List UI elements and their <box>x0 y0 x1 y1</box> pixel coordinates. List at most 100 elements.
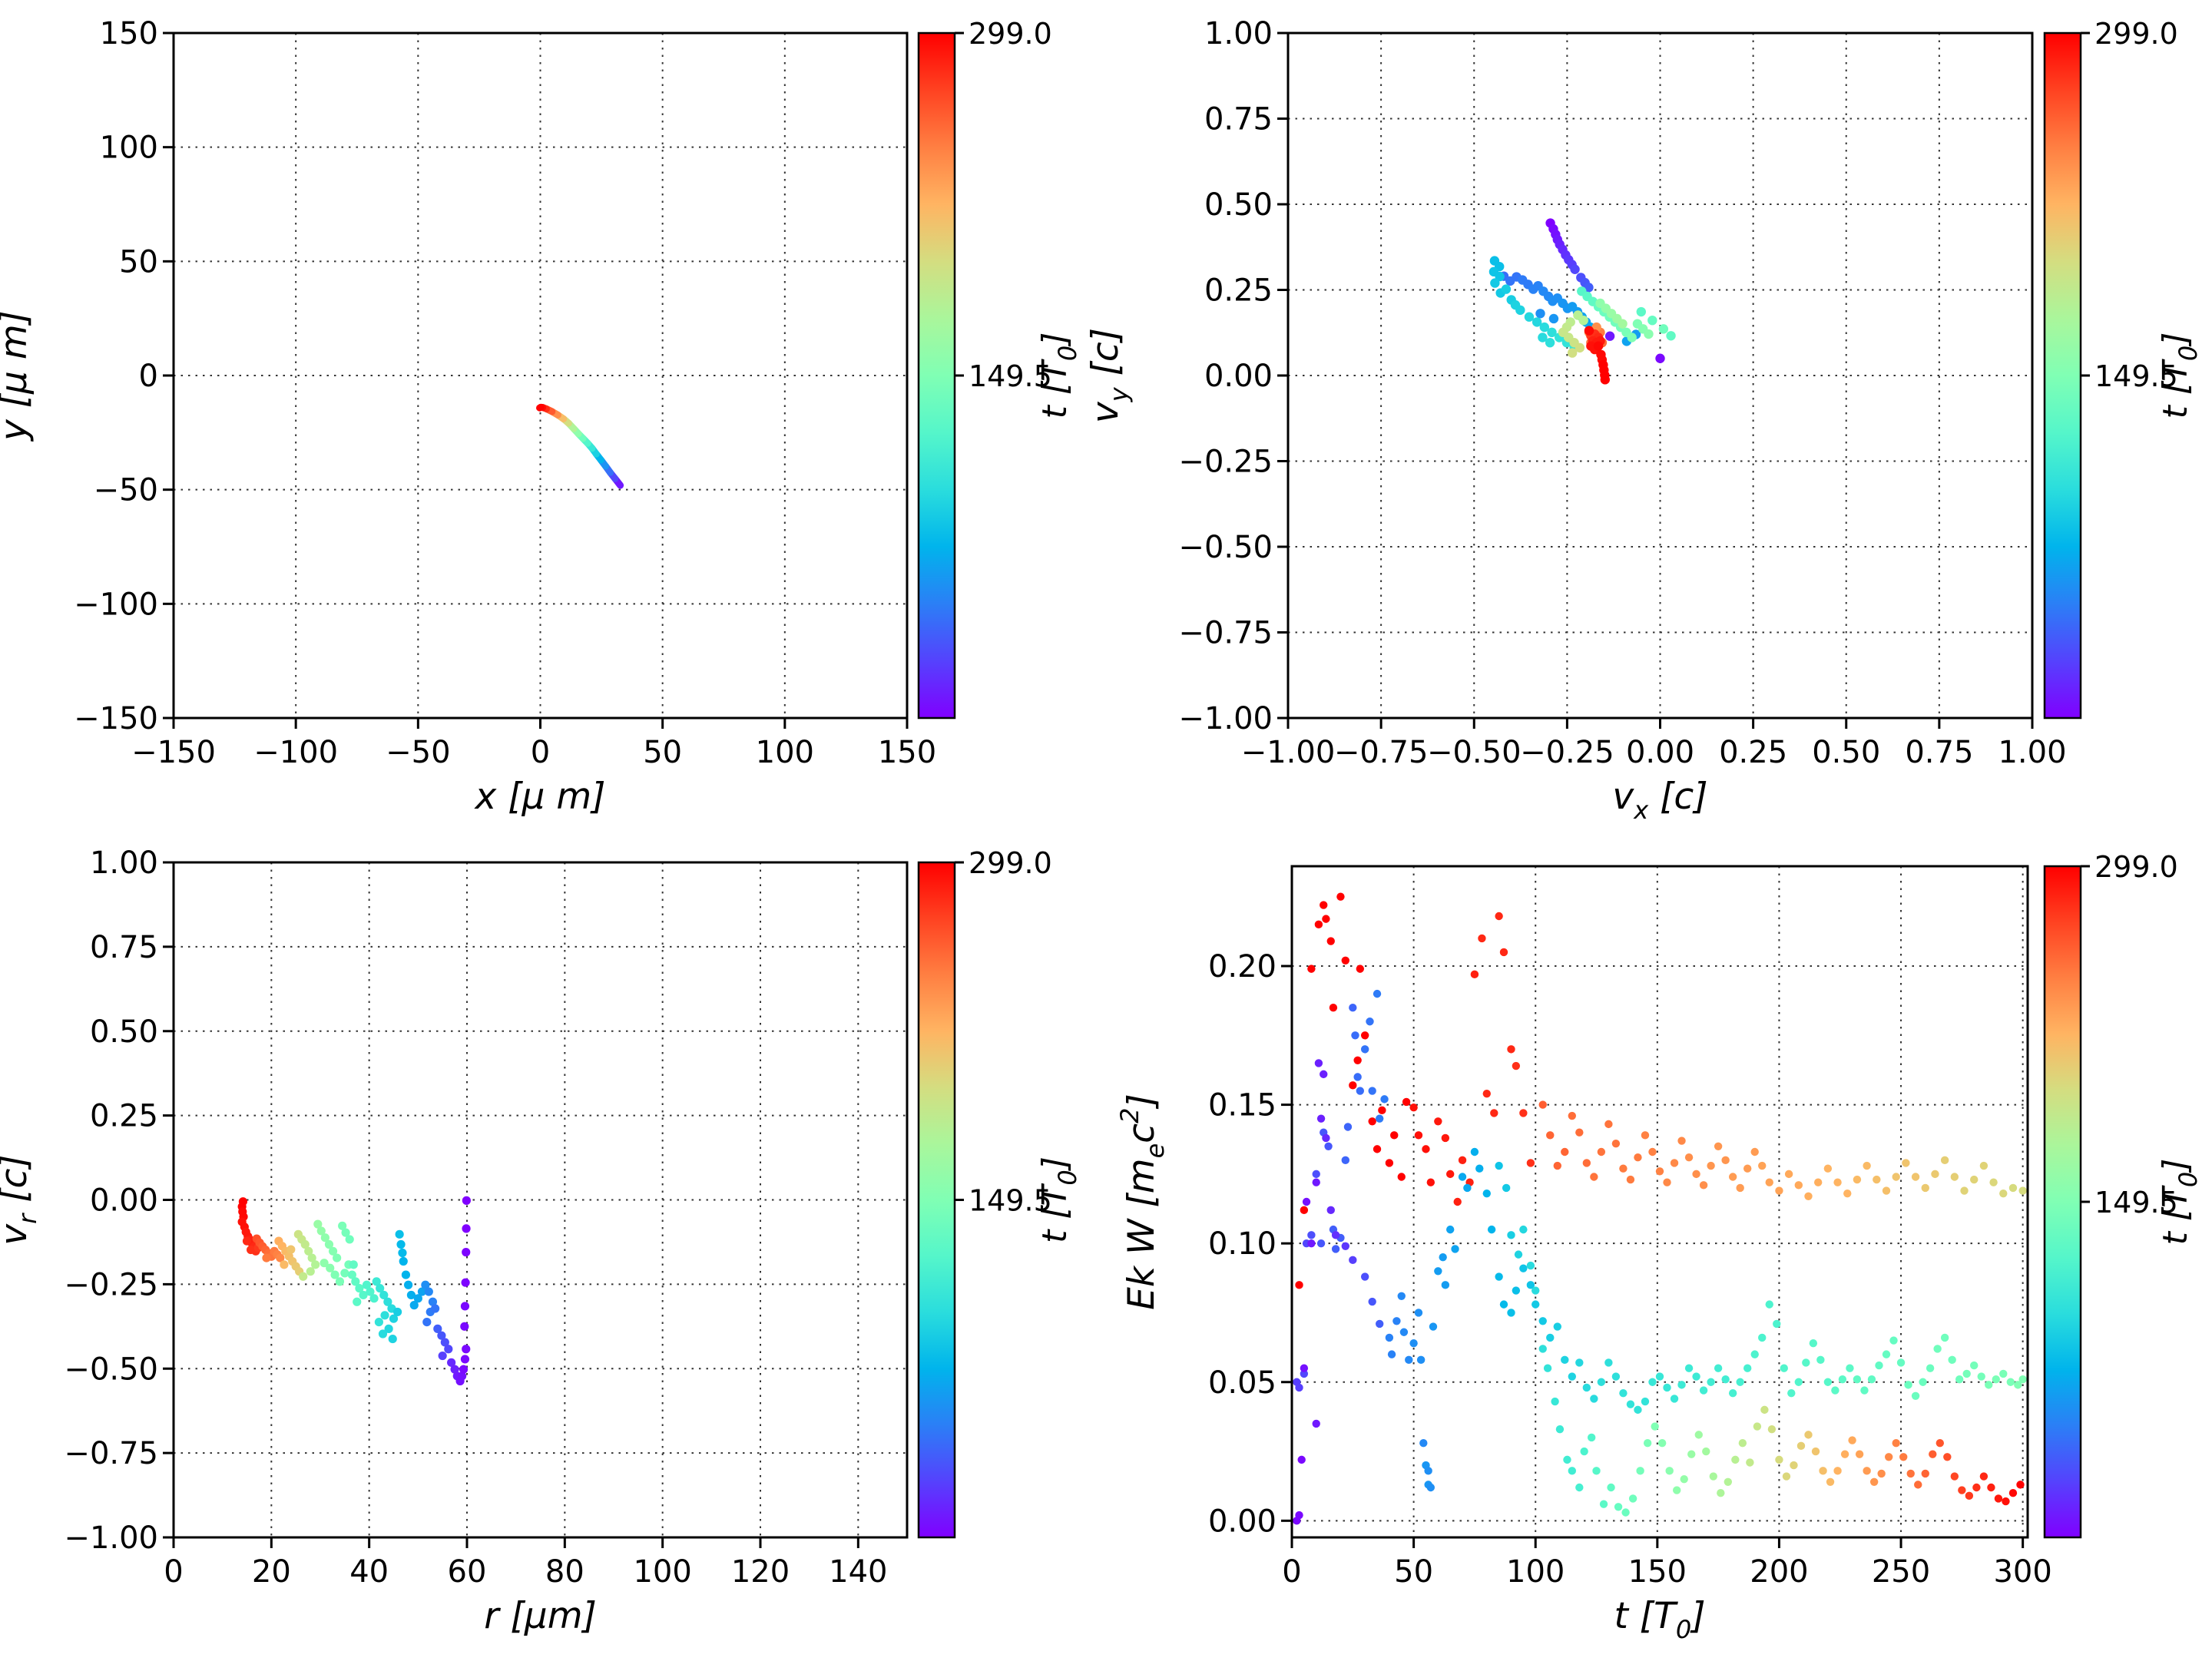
y-tick-label: 0.75 <box>1204 102 1273 137</box>
colorbar: 299.0 149.5t [T0] <box>2043 850 2203 1539</box>
colorbar-tick-label: 149.5 <box>2094 359 2178 393</box>
y-tick-label: −1.00 <box>1178 701 1273 736</box>
y-tick-label: 1.00 <box>1204 16 1273 51</box>
colorbar-gradient <box>917 31 956 720</box>
y-tick-label: 50 <box>119 244 158 280</box>
x-tick-label: −150 <box>131 735 216 770</box>
y-tick-label: 0.15 <box>1208 1088 1277 1123</box>
colorbar-axis-label: t [T0] <box>2156 333 2203 419</box>
x-tick-label: 100 <box>1506 1554 1565 1590</box>
x-tick-label: 200 <box>1750 1554 1808 1590</box>
y-tick-label: 0.00 <box>90 1183 158 1219</box>
x-axis-label: t [T0] <box>1614 1595 1705 1644</box>
colorbar-tick-label: 149.5 <box>2094 1186 2178 1219</box>
panels-root: −150 −100 −50 0 50 100 150 −150 −100 −50 0 50 100 150… <box>0 16 2203 1644</box>
x-tick-label: 0.50 <box>1812 735 1880 770</box>
y-tick-label: 0.00 <box>1208 1504 1277 1539</box>
x-tick-label: 40 <box>349 1554 389 1590</box>
x-tick-label: 0 <box>164 1554 183 1590</box>
y-tick-label: −0.50 <box>64 1352 158 1387</box>
colorbar-tick-label: 299.0 <box>969 17 1052 51</box>
y-axis-label: vr [c] <box>0 1154 42 1245</box>
colorbar-gradient <box>917 861 956 1539</box>
y-axis: −1.00 −0.75 −0.50 −0.25 0.00 0.25 0.50 0.75 1.00 <box>64 845 174 1556</box>
y-tick-label: −50 <box>94 473 158 508</box>
y-tick-label: −0.50 <box>1178 530 1273 565</box>
x-axis: −1.00−0.75−0.50−0.25 0.00 0.25 0.50 0.75 1.00 <box>1241 718 2067 770</box>
y-tick-label: −100 <box>74 587 158 622</box>
scatter-points-track-low <box>1293 1059 2025 1525</box>
scatter-points-track-high <box>1295 892 2027 1289</box>
trajectory-line <box>536 403 624 489</box>
y-tick-label: 100 <box>100 131 158 166</box>
panel-ekw: 0 50 100 150 200 250 300 0.00 0.05 0.10 0.15 0.20 t … <box>1115 850 2203 1644</box>
scatter-points-track-mid <box>1293 989 2027 1489</box>
y-axis-label: Ek W [mec2] <box>1115 1094 1170 1310</box>
y-tick-label: −0.25 <box>64 1267 158 1302</box>
x-tick-label: 100 <box>633 1554 691 1590</box>
x-tick-label: −0.50 <box>1427 735 1522 770</box>
x-tick-label: 0 <box>1282 1554 1301 1590</box>
y-axis: −1.00 −0.75 −0.50 −0.25 0.00 0.25 0.50 0.75 1.00 <box>1178 16 1288 736</box>
x-tick-label: 60 <box>448 1554 487 1590</box>
x-tick-label: 0.00 <box>1626 735 1694 770</box>
x-tick-label: 150 <box>878 735 936 770</box>
y-tick-label: 0.50 <box>1204 187 1273 223</box>
x-tick-label: 300 <box>1993 1554 2051 1590</box>
x-axis: −150 −100 −50 0 50 100 150 <box>131 718 936 770</box>
y-tick-label: 0.05 <box>1208 1365 1277 1401</box>
y-tick-label: 0.00 <box>1204 359 1273 394</box>
x-axis-label: x [μ m] <box>473 776 605 818</box>
grid-lines <box>174 33 907 718</box>
x-axis: 0 20 40 60 80 100 120 140 <box>164 1537 888 1590</box>
x-tick-label: 140 <box>829 1554 887 1590</box>
x-tick-label: 120 <box>731 1554 790 1590</box>
x-axis-label: r [μm] <box>484 1595 597 1637</box>
y-tick-label: 0.20 <box>1208 949 1277 984</box>
x-tick-label: 0 <box>531 735 550 770</box>
x-axis-label: vx [c] <box>1612 776 1707 825</box>
y-axis-label: y [μ m] <box>0 310 35 442</box>
x-tick-label: 50 <box>643 735 682 770</box>
x-tick-label: 0.75 <box>1905 735 1973 770</box>
x-tick-label: 150 <box>1628 1554 1687 1590</box>
x-tick-label: −0.25 <box>1520 735 1614 770</box>
y-tick-label: −0.75 <box>64 1436 158 1471</box>
colorbar-axis-label: t [T0] <box>1035 333 1082 419</box>
y-tick-label: 0 <box>139 359 158 394</box>
colorbar-tick-label: 299.0 <box>2094 17 2178 51</box>
scatter-points-points <box>237 1196 471 1386</box>
colorbar-tick-label: 299.0 <box>2094 850 2178 884</box>
colorbar: 299.0 149.5t [T0] <box>917 846 1082 1539</box>
panel-xy: −150 −100 −50 0 50 100 150 −150 −100 −50 0 50 100 150… <box>0 16 1082 818</box>
colorbar-tick-label: 149.5 <box>969 359 1052 393</box>
x-tick-label: −0.75 <box>1334 735 1429 770</box>
colorbar-gradient <box>2043 31 2082 720</box>
y-tick-label: 0.75 <box>90 930 158 965</box>
y-axis: −150 −100 −50 0 50 100 150 <box>74 16 174 736</box>
x-tick-label: −1.00 <box>1241 735 1336 770</box>
y-tick-label: 0.25 <box>90 1099 158 1134</box>
scatter-points-points <box>1488 218 1676 385</box>
grid-lines <box>1288 33 2032 718</box>
y-tick-label: −0.75 <box>1178 616 1273 651</box>
grid-lines <box>1292 866 2028 1537</box>
x-tick-label: −50 <box>386 735 450 770</box>
panel-vxvy: −1.00−0.75−0.50−0.25 0.00 0.25 0.50 0.75 1.00… <box>1084 16 2203 825</box>
y-tick-label: −1.00 <box>64 1520 158 1556</box>
y-tick-label: 0.10 <box>1208 1226 1277 1262</box>
axes-spines <box>1290 865 2029 1539</box>
colorbar-axis-label: t [T0] <box>2156 1159 2203 1246</box>
x-tick-label: 100 <box>756 735 814 770</box>
x-tick-label: 1.00 <box>1998 735 2066 770</box>
x-tick-label: 80 <box>545 1554 584 1590</box>
colorbar-axis-label: t [T0] <box>1035 1156 1082 1243</box>
y-tick-label: 0.25 <box>1204 273 1273 309</box>
colorbar: 299.0 149.5t [T0] <box>917 17 1082 720</box>
y-tick-label: −0.25 <box>1178 445 1273 480</box>
panel-rvr: 0 20 40 60 80 100 120 140 −1.00 −0.75 −0.50 −0.25 0.… <box>0 845 1082 1637</box>
y-tick-label: −150 <box>74 701 158 736</box>
y-tick-label: 0.50 <box>90 1014 158 1050</box>
y-tick-label: 150 <box>100 16 158 51</box>
